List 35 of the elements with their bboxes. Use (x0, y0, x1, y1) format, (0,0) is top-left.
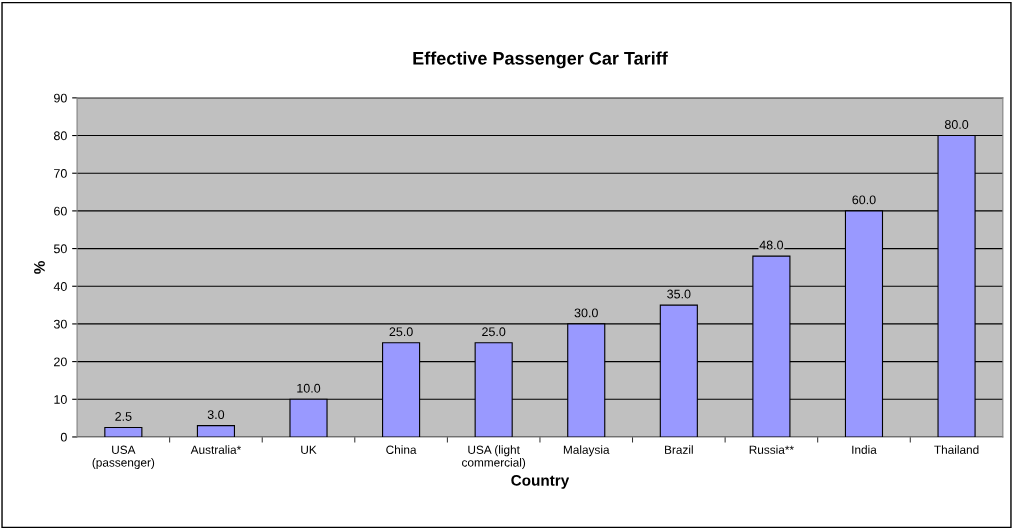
bar (196, 425, 236, 437)
x-tick-label: USA (light commercial) (462, 445, 526, 469)
y-tick-label: 30 (53, 319, 67, 329)
y-tick-label: 20 (54, 357, 67, 367)
data-label: 25.0 (389, 327, 413, 337)
x-tick-label: USA (passenger) (92, 445, 155, 470)
data-label: 48.0 (759, 240, 784, 250)
y-tick-label: 60 (54, 206, 67, 216)
y-tick-label: 40 (53, 282, 67, 291)
data-label: 35.0 (667, 289, 691, 299)
data-label: 25.0 (482, 327, 506, 337)
data-label: 30.0 (574, 308, 598, 318)
y-axis-title: % (34, 261, 45, 274)
x-tick-label: UK (301, 445, 317, 454)
data-label: 80.0 (944, 120, 969, 129)
y-tick-label: 50 (53, 244, 67, 254)
x-tick-label: Brazil (665, 445, 693, 454)
data-label: 2.5 (115, 412, 132, 421)
x-tick-label: Malaysia (563, 445, 610, 457)
x-tick-label: China (386, 445, 417, 454)
data-label: 60.0 (852, 195, 876, 205)
y-tick-label: 0 (60, 432, 67, 442)
chart-title: Effective Passenger Car Tariff (413, 51, 668, 69)
x-tick-label: Australia* (190, 445, 242, 454)
y-tick-label: 10 (54, 395, 67, 404)
y-tick-label: 90 (54, 93, 67, 103)
x-axis-title: Country (511, 474, 570, 489)
y-tick-label: 80 (53, 131, 67, 141)
y-tick-label: 70 (54, 169, 67, 178)
data-label: 3.0 (207, 410, 225, 420)
bar (104, 426, 143, 437)
data-label: 10.0 (297, 383, 321, 393)
x-tick-label: India (852, 445, 877, 454)
x-tick-label: Thailand (934, 445, 979, 454)
x-tick-label: Russia** (749, 445, 794, 454)
